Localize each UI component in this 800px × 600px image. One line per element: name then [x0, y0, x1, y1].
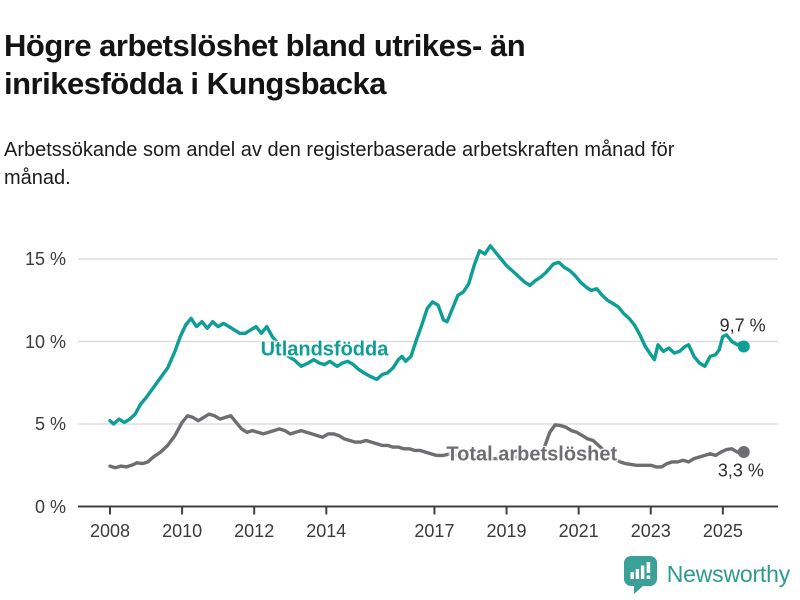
- x-axis-tick-label: 2021: [558, 521, 599, 541]
- x-axis-tick-label: 2014: [306, 521, 347, 541]
- y-axis-tick-label: 10 %: [24, 331, 66, 352]
- series-line-0: [108, 244, 746, 426]
- newsworthy-logo-icon: [623, 556, 657, 594]
- x-axis-tick-label: 2025: [702, 521, 743, 541]
- series-end-dot-0: [737, 340, 750, 353]
- chart-subtitle: Arbetssökande som andel av den registerb…: [4, 139, 675, 189]
- x-axis-tick-label: 2012: [234, 521, 275, 541]
- x-axis-tick-label: 2017: [414, 521, 455, 541]
- newsworthy-brand: Newsworthy: [623, 555, 790, 594]
- y-axis-tick-label: 15 %: [24, 249, 66, 269]
- y-axis-tick-label: 0 %: [34, 496, 66, 517]
- x-axis-tick-label: 2023: [630, 521, 671, 541]
- end-value-label-total-arbetsloshet: 3,3 %: [717, 460, 764, 481]
- series-end-dot-1: [737, 446, 750, 459]
- x-axis-tick-label: 2019: [486, 521, 527, 541]
- series-label-total-arbetsloshet: Total arbetslöshet: [446, 443, 618, 466]
- series-line-1: [108, 412, 746, 470]
- newsworthy-brand-text: Newsworthy: [666, 561, 790, 587]
- x-axis-tick-label: 2010: [162, 521, 203, 541]
- end-value-label-utlandsfodda: 9,7 %: [719, 315, 766, 336]
- x-axis-tick-label: 2008: [89, 521, 131, 541]
- page-title: Högre arbetslöshet bland utrikes- än inr…: [4, 27, 526, 101]
- y-axis-tick-label: 5 %: [34, 414, 66, 434]
- series-label-utlandsfodda: Utlandsfödda: [260, 338, 389, 361]
